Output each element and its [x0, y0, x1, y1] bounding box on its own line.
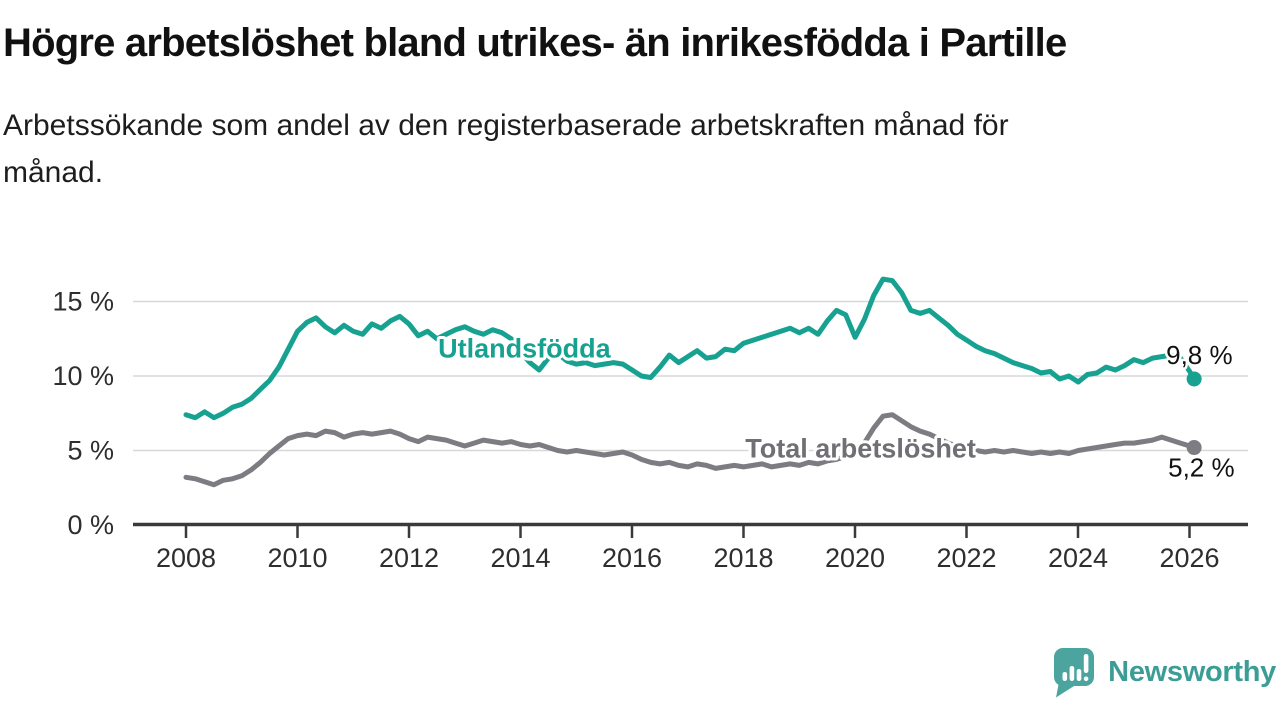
x-axis-tick-label: 2018 [713, 543, 773, 573]
x-axis-tick-label: 2016 [602, 543, 662, 573]
series-inline-label: Total arbetslöshet [745, 433, 976, 463]
speech-bubble-bar-chart-icon [1054, 648, 1095, 698]
x-axis-tick-label: 2014 [490, 543, 550, 573]
logo-wordmark: Newsworthy [1108, 656, 1276, 688]
x-axis-tick-label: 2008 [156, 543, 216, 573]
chart-subtitle: Arbetssökande som andel av den registerb… [3, 109, 1009, 190]
series-end-dot [1186, 371, 1202, 387]
series-end-dot [1186, 440, 1202, 456]
chart-header: Högre arbetslöshet bland utrikes- än inr… [3, 20, 1273, 196]
x-axis-tick-label: 2022 [936, 543, 996, 573]
x-axis-tick-label: 2026 [1159, 543, 1219, 573]
x-axis-tick-label: 2010 [267, 543, 327, 573]
series-line-total-arbetsl-shet [183, 412, 1197, 488]
chart-title: Högre arbetslöshet bland utrikes- än inr… [3, 21, 1067, 65]
y-axis-tick-label: 10 % [52, 361, 114, 391]
x-axis-tick-label: 2020 [825, 543, 885, 573]
series-line-utlandsf-dda [183, 276, 1197, 421]
x-axis-tick-label: 2024 [1048, 543, 1108, 573]
y-axis-tick-label: 0 % [67, 510, 114, 540]
newsworthy-logo: Newsworthy [1052, 646, 1276, 699]
series-end-value-label: 9,8 % [1166, 340, 1233, 370]
series-end-value-label: 5,2 % [1168, 453, 1235, 483]
series-inline-label: Utlandsfödda [438, 333, 611, 363]
y-axis-tick-label: 5 % [67, 436, 114, 466]
y-axis-tick-label: 15 % [52, 287, 114, 317]
x-axis-tick-label: 2012 [379, 543, 439, 573]
